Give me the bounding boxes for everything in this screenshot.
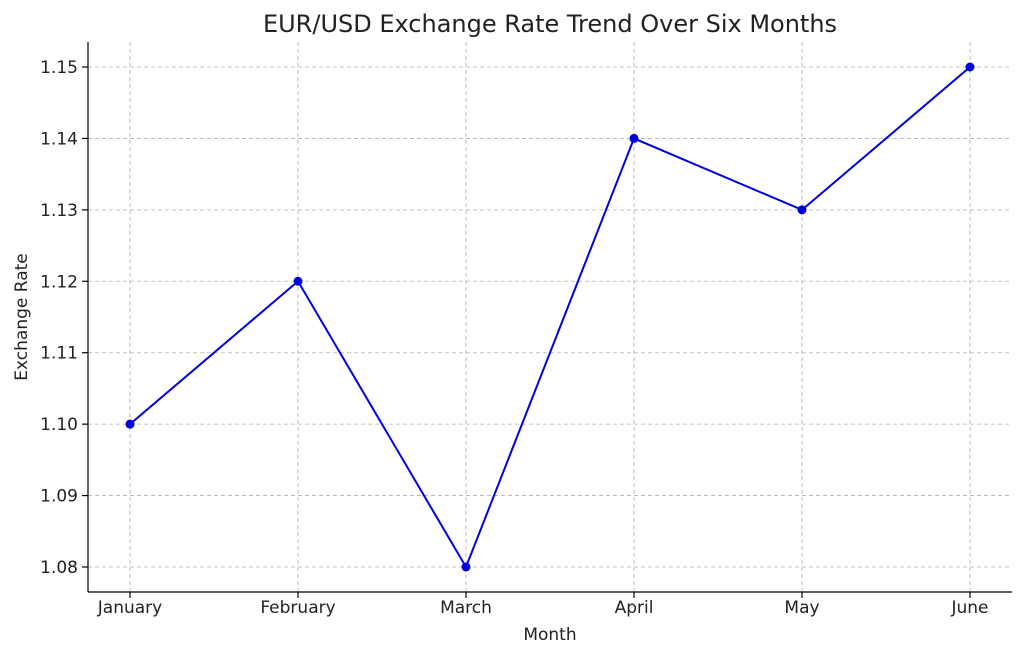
series-line <box>129 66 971 570</box>
x-tick-label: February <box>260 598 335 618</box>
y-tick-label: 1.14 <box>40 129 78 149</box>
y-tick-label: 1.15 <box>40 58 78 78</box>
x-tick-label: January <box>97 598 162 618</box>
chart-title: EUR/USD Exchange Rate Trend Over Six Mon… <box>263 10 837 38</box>
x-tick-label: April <box>615 598 654 618</box>
x-axis-ticks: January February March April May June <box>97 592 989 618</box>
data-point <box>965 62 975 72</box>
data-point <box>629 133 639 143</box>
x-axis-label: Month <box>523 625 576 645</box>
y-tick-label: 1.11 <box>40 344 78 364</box>
y-axis-label: Exchange Rate <box>12 253 32 380</box>
y-tick-label: 1.10 <box>40 415 78 435</box>
series-layer <box>125 62 975 572</box>
data-point <box>797 205 807 215</box>
y-tick-label: 1.13 <box>40 201 78 221</box>
y-tick-label: 1.08 <box>40 558 78 578</box>
axes <box>87 42 1012 593</box>
y-tick-label: 1.12 <box>40 272 78 292</box>
y-axis-ticks: 1.08 1.09 1.10 1.11 1.12 1.13 1.14 1.15 <box>40 58 88 578</box>
y-tick-label: 1.09 <box>40 487 78 507</box>
data-point <box>125 419 135 429</box>
grid <box>88 42 1012 592</box>
x-tick-label: May <box>784 598 819 618</box>
data-point <box>461 562 471 572</box>
x-tick-label: June <box>950 598 988 618</box>
data-point <box>293 276 303 286</box>
x-tick-label: March <box>440 598 492 618</box>
